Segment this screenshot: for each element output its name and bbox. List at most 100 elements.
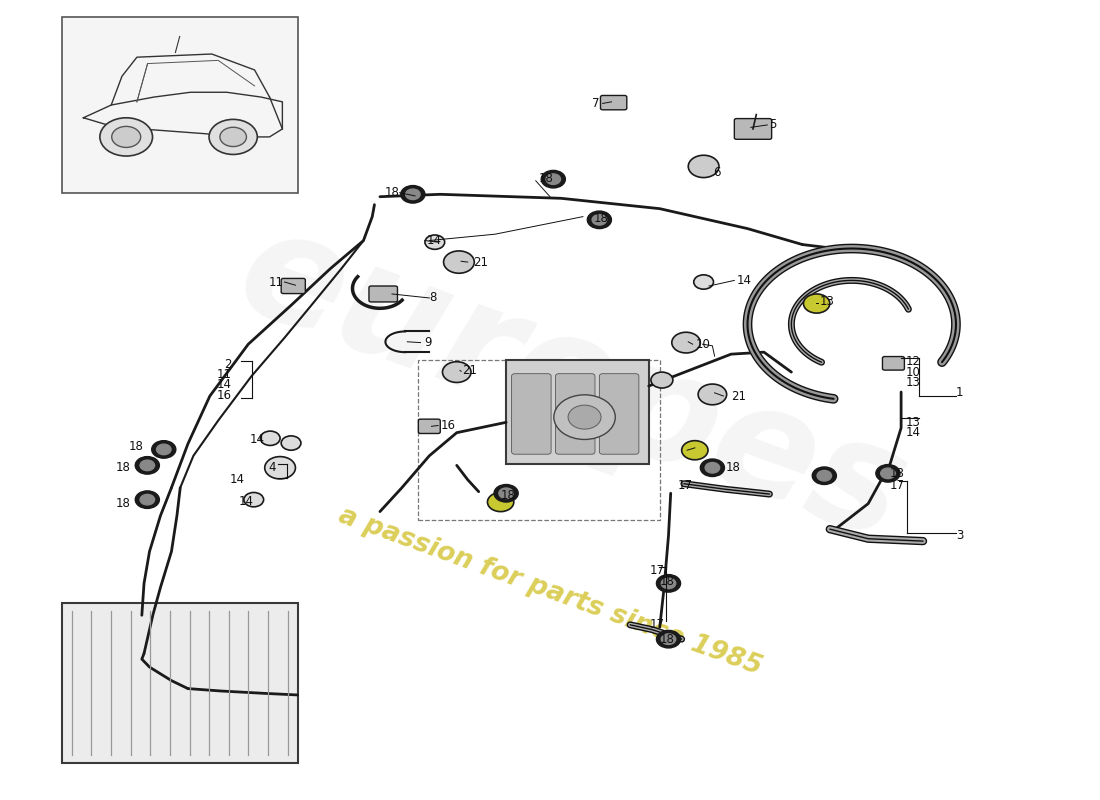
Text: 6: 6 bbox=[714, 166, 720, 179]
FancyBboxPatch shape bbox=[556, 374, 595, 454]
Bar bbox=[62, 603, 298, 762]
Circle shape bbox=[812, 467, 836, 485]
Bar bbox=[62, 18, 298, 193]
Circle shape bbox=[657, 574, 681, 592]
Circle shape bbox=[442, 362, 471, 382]
Text: 9: 9 bbox=[424, 336, 431, 349]
Circle shape bbox=[140, 460, 155, 470]
Text: 17: 17 bbox=[650, 618, 664, 631]
Circle shape bbox=[881, 468, 895, 478]
Text: 18: 18 bbox=[539, 172, 554, 185]
Text: 18: 18 bbox=[116, 497, 131, 510]
Circle shape bbox=[494, 485, 518, 502]
Circle shape bbox=[817, 470, 832, 481]
Circle shape bbox=[682, 441, 708, 460]
Circle shape bbox=[661, 634, 675, 645]
Text: 14: 14 bbox=[427, 234, 442, 247]
Text: europes: europes bbox=[219, 195, 925, 573]
Text: 21: 21 bbox=[462, 364, 477, 377]
Circle shape bbox=[100, 118, 153, 156]
Text: 21: 21 bbox=[732, 390, 746, 402]
Circle shape bbox=[265, 457, 296, 479]
Circle shape bbox=[651, 372, 673, 388]
Text: 7: 7 bbox=[592, 97, 600, 110]
Text: 13: 13 bbox=[820, 294, 835, 308]
Circle shape bbox=[803, 294, 829, 313]
Text: 17: 17 bbox=[650, 564, 664, 577]
Circle shape bbox=[568, 405, 601, 429]
Text: 18: 18 bbox=[594, 212, 608, 225]
Text: 18: 18 bbox=[660, 633, 674, 646]
Text: 18: 18 bbox=[116, 462, 131, 474]
Circle shape bbox=[705, 462, 719, 473]
Circle shape bbox=[661, 578, 675, 589]
Circle shape bbox=[209, 119, 257, 154]
Circle shape bbox=[443, 251, 474, 274]
Text: 17: 17 bbox=[890, 479, 905, 492]
Text: 10: 10 bbox=[696, 338, 711, 350]
FancyBboxPatch shape bbox=[512, 374, 551, 454]
Bar bbox=[506, 360, 649, 464]
Circle shape bbox=[587, 211, 612, 229]
Text: 14: 14 bbox=[217, 378, 232, 391]
Text: 8: 8 bbox=[429, 291, 437, 305]
Circle shape bbox=[140, 494, 155, 505]
Text: 18: 18 bbox=[890, 467, 905, 480]
Circle shape bbox=[592, 214, 606, 225]
FancyBboxPatch shape bbox=[282, 278, 306, 294]
Text: 13: 13 bbox=[905, 376, 921, 389]
Bar bbox=[418, 360, 660, 519]
Circle shape bbox=[657, 630, 681, 648]
Circle shape bbox=[487, 493, 514, 512]
Circle shape bbox=[135, 457, 160, 474]
Circle shape bbox=[282, 436, 301, 450]
Text: 13: 13 bbox=[905, 416, 921, 429]
Text: 14: 14 bbox=[905, 426, 921, 439]
FancyBboxPatch shape bbox=[882, 357, 904, 370]
Circle shape bbox=[112, 126, 141, 147]
Text: 18: 18 bbox=[500, 489, 516, 502]
Circle shape bbox=[406, 189, 420, 199]
Text: 1: 1 bbox=[956, 386, 964, 398]
Circle shape bbox=[499, 488, 514, 498]
Text: 14: 14 bbox=[250, 434, 265, 446]
Circle shape bbox=[672, 332, 701, 353]
FancyBboxPatch shape bbox=[601, 95, 627, 110]
FancyBboxPatch shape bbox=[735, 118, 771, 139]
Text: 3: 3 bbox=[956, 529, 964, 542]
Text: 12: 12 bbox=[905, 355, 921, 368]
FancyBboxPatch shape bbox=[600, 374, 639, 454]
Circle shape bbox=[244, 493, 264, 507]
Circle shape bbox=[546, 174, 561, 185]
Circle shape bbox=[261, 431, 280, 446]
Text: 16: 16 bbox=[440, 419, 455, 432]
Text: 18: 18 bbox=[385, 186, 399, 199]
Circle shape bbox=[698, 384, 727, 405]
Text: 4: 4 bbox=[268, 462, 276, 474]
Text: 2: 2 bbox=[224, 358, 232, 370]
Text: 11: 11 bbox=[217, 368, 232, 381]
Text: 14: 14 bbox=[230, 474, 245, 486]
Text: 21: 21 bbox=[473, 255, 488, 269]
Circle shape bbox=[220, 127, 246, 146]
Circle shape bbox=[152, 441, 176, 458]
Text: 5: 5 bbox=[769, 118, 777, 131]
Circle shape bbox=[156, 444, 170, 454]
Text: 18: 18 bbox=[726, 462, 740, 474]
Text: 18: 18 bbox=[660, 575, 674, 588]
Circle shape bbox=[541, 170, 565, 188]
Text: a passion for parts since 1985: a passion for parts since 1985 bbox=[334, 502, 766, 680]
Text: 16: 16 bbox=[217, 389, 232, 402]
Circle shape bbox=[701, 459, 725, 477]
Circle shape bbox=[689, 155, 719, 178]
Text: 14: 14 bbox=[239, 494, 254, 508]
Text: 11: 11 bbox=[268, 275, 284, 289]
Circle shape bbox=[694, 275, 714, 289]
FancyBboxPatch shape bbox=[418, 419, 440, 434]
Text: 18: 18 bbox=[129, 440, 144, 453]
Circle shape bbox=[400, 186, 425, 203]
Circle shape bbox=[553, 395, 615, 439]
Circle shape bbox=[135, 491, 160, 509]
Circle shape bbox=[876, 465, 900, 482]
Text: 17: 17 bbox=[678, 479, 692, 492]
